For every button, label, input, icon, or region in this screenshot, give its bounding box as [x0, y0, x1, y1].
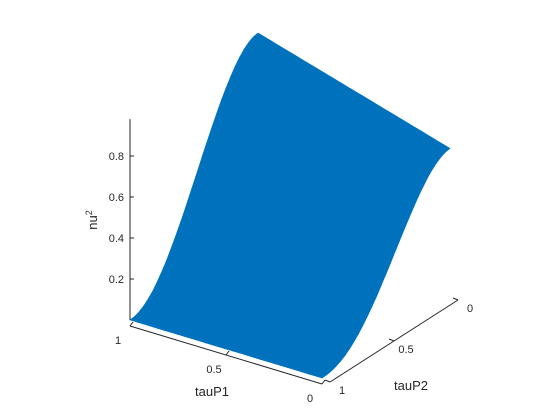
z-axis-label-base: nu	[85, 215, 100, 229]
x-tick-mark	[225, 350, 230, 356]
surface-patch	[438, 143, 451, 153]
surface-layer	[129, 32, 451, 379]
y-tick-mark	[452, 297, 459, 301]
x-tick-label: 1	[115, 335, 121, 347]
x-tick-mark	[129, 321, 134, 327]
y-tick-label: 0	[467, 303, 473, 315]
labels-layer: tauP1 tauP2 nu2	[84, 210, 428, 399]
x-tick-label: 0.5	[206, 364, 221, 376]
x-tick-label: 0	[307, 393, 313, 405]
z-tick-label: 0.4	[109, 233, 124, 245]
y-tick-mark	[324, 379, 331, 383]
z-tick-label: 0.2	[109, 274, 124, 286]
x-tick-mark	[321, 379, 326, 385]
z-axis-label-superscript: 2	[84, 210, 94, 215]
y-axis-label: tauP2	[394, 378, 428, 393]
y-tick-label: 1	[339, 385, 345, 397]
z-tick-label: 0.8	[109, 151, 124, 163]
y-tick-mark	[388, 338, 395, 342]
z-tick-label: 0.6	[109, 192, 124, 204]
axes-layer: 0.2 0.4 0.6 0.8 1 0.5 0 1 0.5 0	[109, 119, 473, 405]
x-axis-label: tauP1	[195, 384, 229, 399]
y-tick-label: 0.5	[398, 344, 413, 356]
z-axis-label: nu2	[84, 210, 100, 229]
